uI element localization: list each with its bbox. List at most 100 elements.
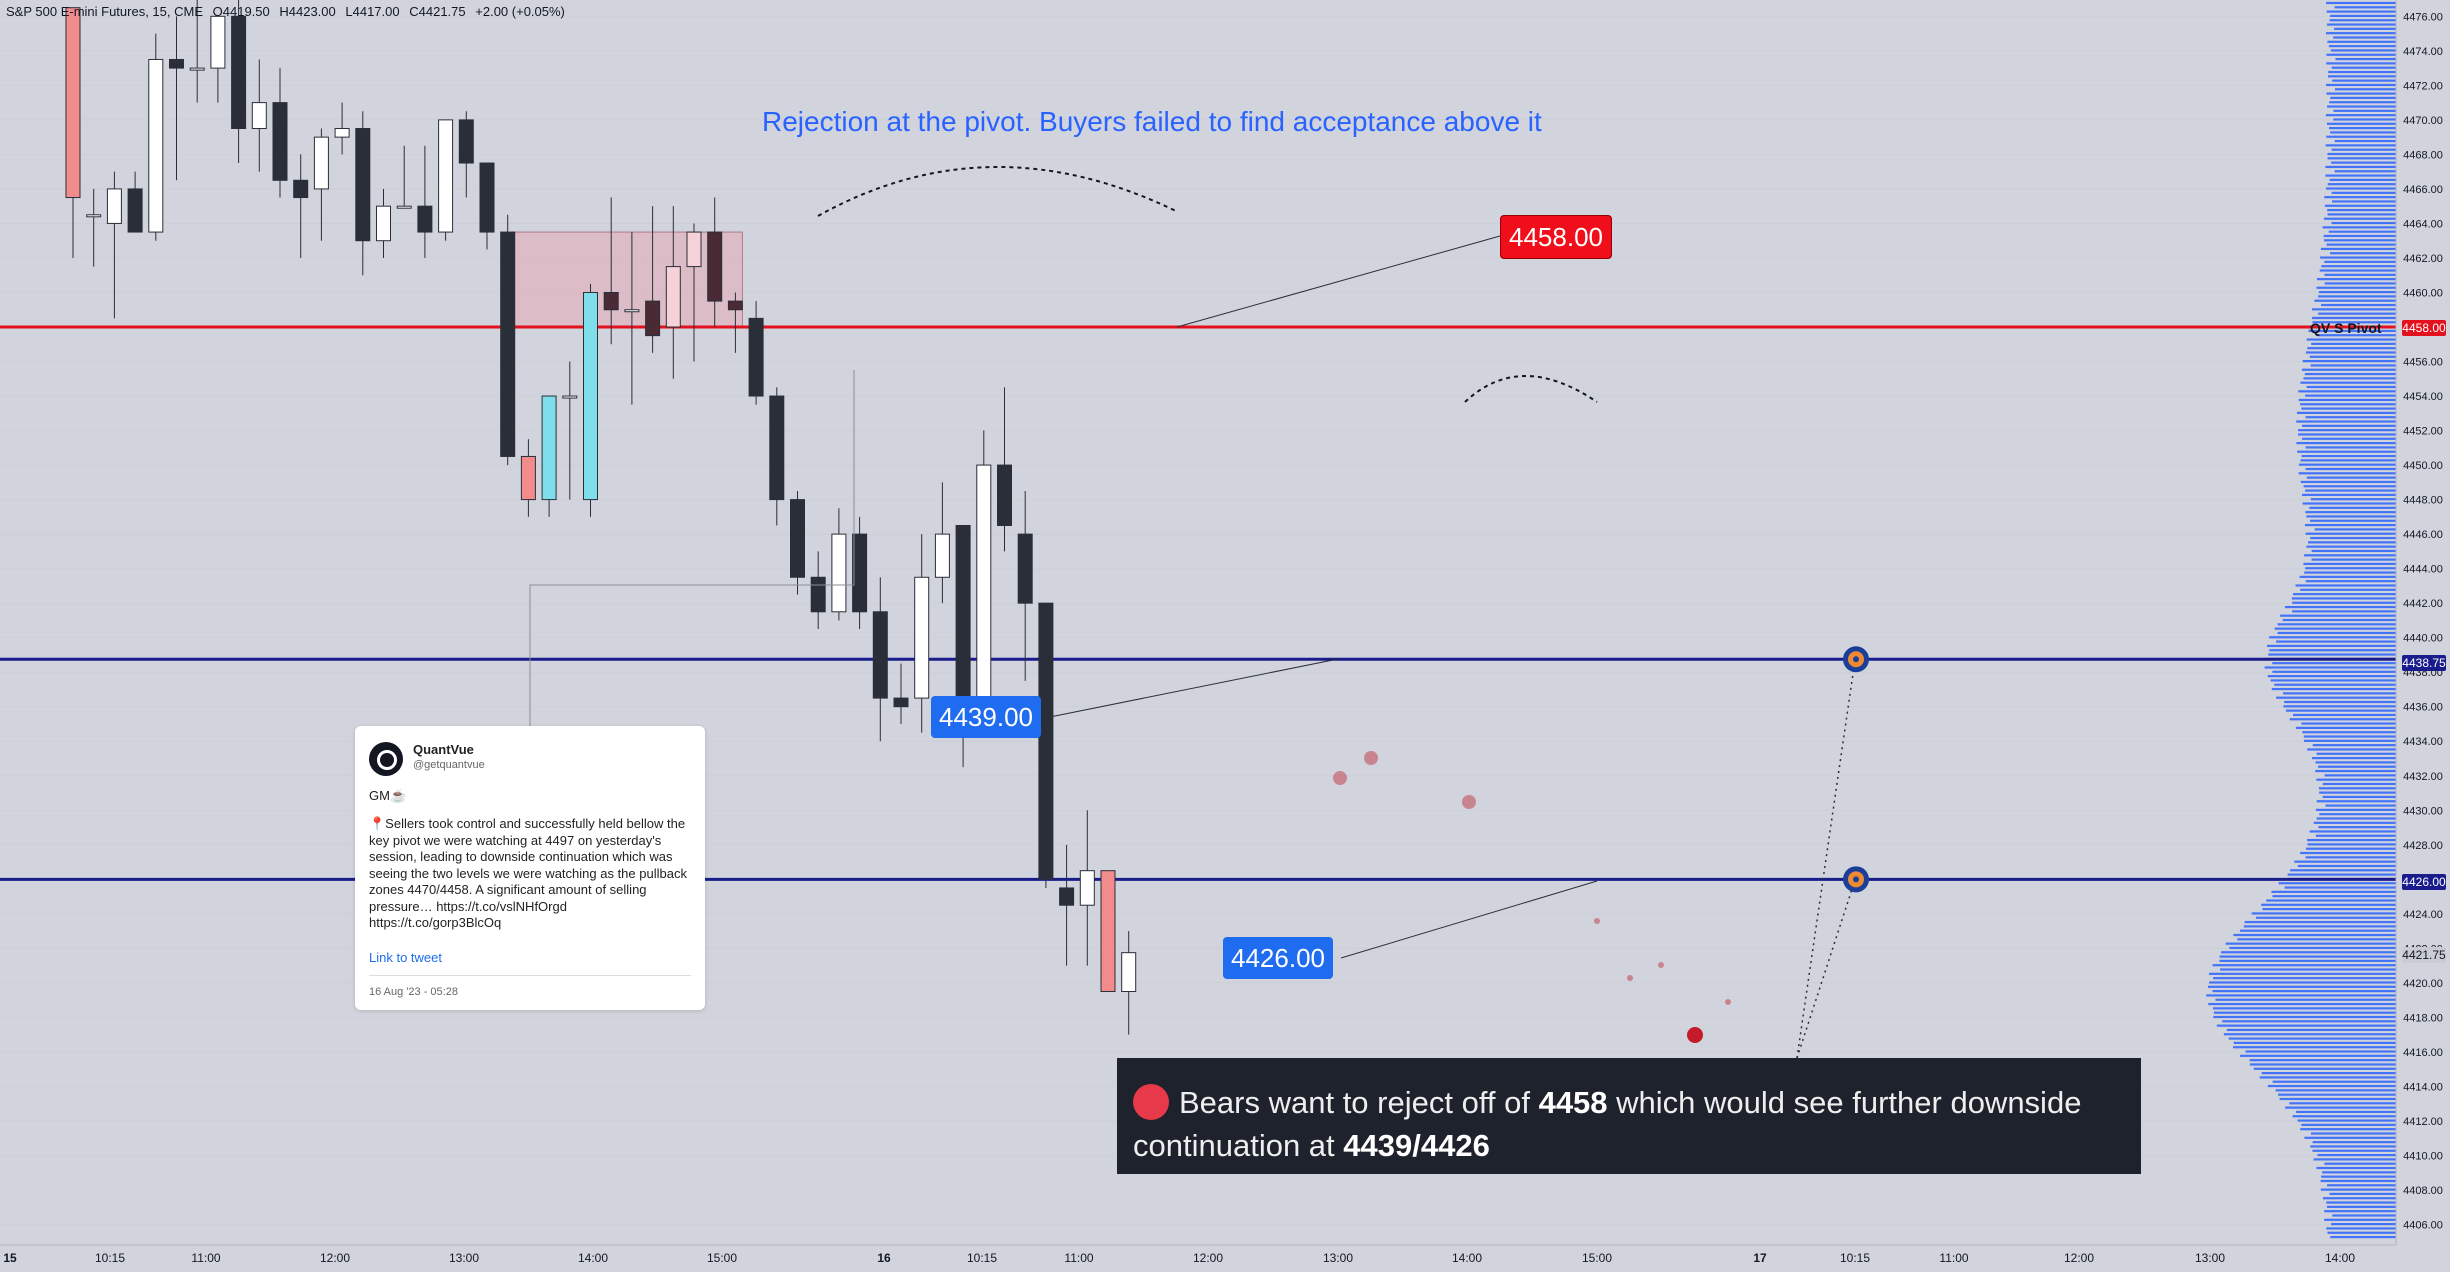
volume-profile-bar [2326, 83, 2396, 87]
volume-profile-bar [2313, 1158, 2396, 1161]
volume-profile-bar [2272, 895, 2396, 898]
time-tick-label: 11:00 [1064, 1251, 1093, 1265]
volume-profile-bar [2318, 826, 2396, 829]
volume-profile-bar [2327, 40, 2396, 43]
tweet-body: 📍Sellers took control and successfully h… [369, 816, 687, 930]
candle-body [334, 128, 350, 138]
volume-profile-bar [2303, 485, 2396, 488]
volume-profile-bar [2322, 1171, 2396, 1174]
volume-profile-bar [2320, 1179, 2396, 1183]
volume-profile-bar [2333, 36, 2396, 39]
rejection-headline[interactable]: Rejection at the pivot. Buyers failed to… [762, 106, 1542, 137]
volume-profile-bar [2318, 290, 2396, 294]
volume-profile-bar [2331, 66, 2396, 69]
volume-profile-bar [2303, 562, 2396, 566]
volume-profile-bar [2213, 1011, 2396, 1014]
volume-profile-bar [2332, 1214, 2396, 1217]
volume-profile-bar [2326, 1, 2396, 5]
volume-profile-bar [2329, 101, 2396, 104]
analysis-note[interactable]: Bears want to reject off of 4458 which w… [1117, 1058, 2141, 1174]
candle-body [645, 300, 661, 337]
candle-body [396, 205, 412, 209]
volume-profile-bar [2267, 675, 2396, 678]
signal-dot [1627, 975, 1633, 981]
price-tick-label: 4460.00 [2403, 287, 2443, 299]
volume-profile-bar [2289, 718, 2396, 721]
volume-profile-bar [2310, 536, 2396, 540]
volume-profile-bar [2314, 528, 2396, 531]
candle-body [955, 524, 971, 699]
candle-body [831, 533, 847, 613]
volume-profile-bar [2304, 571, 2396, 574]
volume-profile-bar [2297, 1119, 2396, 1122]
volume-profile-bar [2318, 787, 2396, 790]
candle-body [665, 266, 681, 328]
volume-profile-bar [2330, 1235, 2396, 1239]
volume-profile-bar [2298, 398, 2396, 402]
volume-profile-bar [2322, 782, 2396, 786]
price-tick-label: 4416.00 [2403, 1047, 2443, 1059]
volume-profile-bar [2271, 890, 2396, 893]
volume-profile-bar [2306, 515, 2396, 518]
volume-profile-bar [2276, 696, 2396, 699]
volume-profile-bar [2272, 670, 2396, 673]
volume-profile-bar [2316, 752, 2396, 755]
note-level-1: 4458 [1538, 1085, 1608, 1120]
rejection-arc-2 [1464, 375, 1598, 403]
volume-profile-bar [2321, 265, 2396, 268]
volume-profile-bar [2206, 994, 2396, 997]
callout-4439[interactable]: 4439.00 [931, 696, 1041, 738]
volume-profile-bar [2253, 1067, 2396, 1070]
volume-profile-bar [2306, 847, 2396, 850]
price-tick-label: 4470.00 [2403, 115, 2443, 127]
price-axis [2396, 0, 2450, 1272]
time-tick-label: 13:00 [449, 1251, 479, 1265]
candle-body [251, 102, 267, 130]
tweet-link[interactable]: Link to tweet [369, 950, 442, 965]
volume-profile-bar [2324, 260, 2396, 263]
projection-line [1796, 879, 1856, 1059]
price-tick-label: 4408.00 [2403, 1185, 2443, 1197]
volume-profile-bar [2320, 1188, 2396, 1191]
time-tick-label: 10:15 [95, 1251, 125, 1265]
volume-profile-bar [2326, 92, 2396, 95]
candle-body [355, 128, 371, 242]
volume-profile-bar [2327, 105, 2396, 108]
volume-profile-bar [2303, 377, 2396, 380]
price-tick-label: 4472.00 [2403, 80, 2443, 92]
volume-profile-bar [2327, 75, 2396, 78]
volume-profile-bar [2297, 450, 2396, 453]
volume-profile-bar [2317, 334, 2396, 337]
volume-profile-bar [2331, 221, 2396, 225]
time-tick-label: 15:00 [1582, 1251, 1612, 1265]
volume-profile-bar [2312, 757, 2396, 760]
volume-profile-bar [2311, 549, 2396, 553]
volume-profile-bar [2290, 869, 2396, 872]
callout-4426[interactable]: 4426.00 [1223, 937, 1333, 979]
volume-profile-bar [2261, 903, 2396, 906]
tweet-card[interactable]: QuantVue @getquantvue GM☕ 📍Sellers took … [355, 726, 705, 1010]
level-1-price-label: 4438.75 [2402, 655, 2446, 671]
volume-profile-bar [2326, 135, 2396, 138]
price-tick-label: 4436.00 [2403, 702, 2443, 714]
volume-profile-bar [2261, 1071, 2396, 1075]
volume-profile-bar [2332, 200, 2396, 203]
volume-profile-bar [2306, 385, 2396, 389]
volume-profile-bar [2326, 1201, 2396, 1204]
volume-profile-bar [2310, 364, 2396, 367]
time-tick-label: 13:00 [1323, 1251, 1353, 1265]
candle-body [790, 499, 805, 578]
symbol-label[interactable]: S&P 500 E-mini Futures, 15, CME [6, 4, 204, 19]
volume-profile-bar [2251, 912, 2396, 915]
signal-dot [1594, 918, 1600, 924]
volume-profile-bar [2324, 204, 2396, 207]
volume-profile-bar [2327, 1184, 2396, 1187]
volume-profile-bar [2310, 1132, 2396, 1135]
candle-body [376, 205, 391, 242]
volume-profile-bar [2298, 463, 2396, 466]
price-tick-label: 4434.00 [2403, 736, 2443, 748]
price-tick-label: 4444.00 [2403, 564, 2443, 576]
volume-profile-bar [2244, 920, 2396, 924]
callout-4458[interactable]: 4458.00 [1500, 215, 1612, 259]
